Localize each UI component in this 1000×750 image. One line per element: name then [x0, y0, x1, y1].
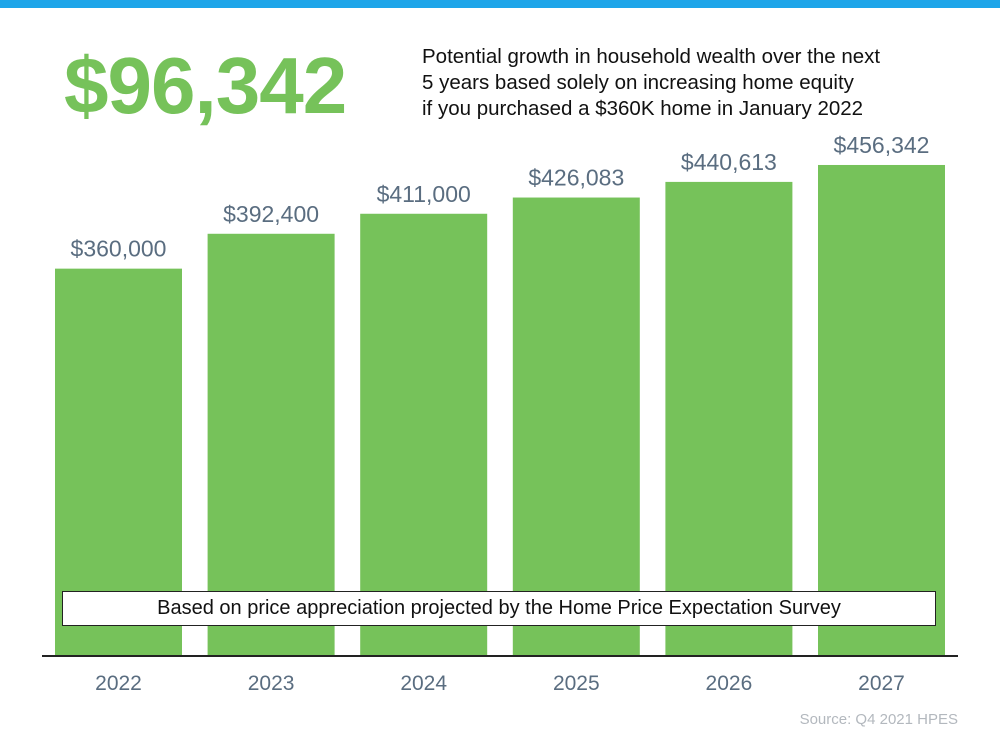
value-label-2026: $440,613: [681, 149, 777, 175]
x-tick-label-2027: 2027: [858, 672, 905, 695]
subtitle-line: if you purchased a $360K home in January…: [422, 97, 864, 120]
headline-amount: $96,342: [64, 41, 347, 130]
subtitle: Potential growth in household wealth ove…: [422, 44, 982, 122]
survey-note: Based on price appreciation projected by…: [62, 591, 936, 626]
x-tick-label-2026: 2026: [706, 672, 753, 695]
bar-2025: [512, 197, 640, 656]
bar-2027: [818, 164, 945, 656]
subtitle-line: Potential growth in household wealth ove…: [422, 45, 881, 68]
value-label-2024: $411,000: [377, 181, 471, 207]
bar-2026: [665, 181, 793, 657]
value-label-2023: $392,400: [223, 201, 319, 227]
value-label-2025: $426,083: [528, 165, 624, 191]
x-tick-label-2022: 2022: [95, 672, 142, 695]
bar-2023: [207, 233, 335, 657]
source-credit: Source: Q4 2021 HPES: [799, 711, 958, 728]
x-tick-label-2023: 2023: [248, 672, 295, 695]
subtitle-line: 5 years based solely on increasing home …: [422, 71, 854, 94]
value-label-2022: $360,000: [71, 236, 167, 262]
value-label-2027: $456,342: [834, 132, 930, 158]
top-accent-stripe: [0, 0, 1000, 8]
bar-2024: [360, 213, 488, 656]
x-tick-label-2025: 2025: [553, 672, 600, 695]
x-tick-label-2024: 2024: [400, 672, 447, 695]
